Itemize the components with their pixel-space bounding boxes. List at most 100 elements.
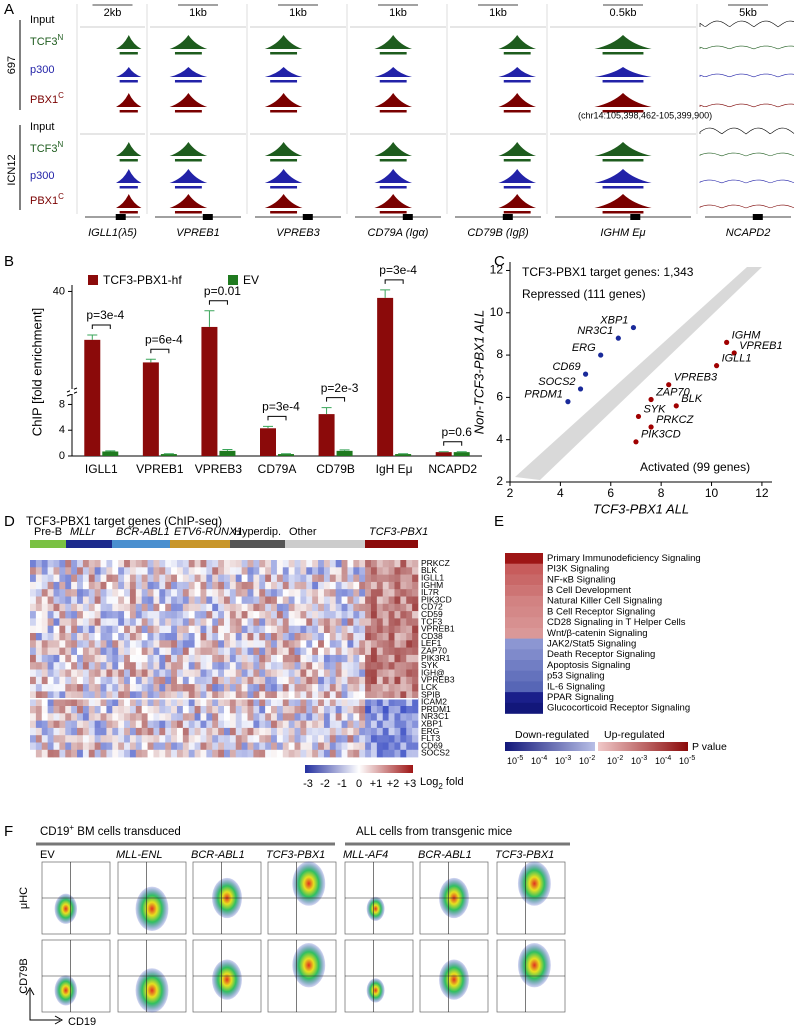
track-noise (699, 73, 795, 78)
heatmap-cell (347, 669, 354, 678)
heatmap-cell (188, 676, 195, 685)
heatmap-cell (406, 676, 413, 685)
heatmap-cell (176, 742, 184, 751)
heatmap-cell (176, 560, 184, 568)
heatmap-cell (153, 618, 160, 626)
heatmap-cell (94, 603, 101, 612)
heatmap-cell (235, 603, 242, 612)
heatmap-cell (335, 574, 342, 583)
heatmap-cell (159, 727, 166, 736)
heatmap-cell (323, 698, 331, 707)
heatmap-cell (194, 567, 201, 575)
heatmap-cell (129, 698, 137, 707)
y-tick-label: 4 (496, 432, 503, 446)
heatmap-cell (229, 749, 237, 758)
heatmap-cell (306, 596, 313, 605)
gene-label: SYK (421, 660, 438, 670)
heatmap-cell (382, 662, 389, 670)
heatmap-cell (300, 640, 307, 648)
heatmap-cell (124, 640, 131, 648)
heatmap-cell (235, 698, 242, 707)
heatmap-cell (370, 698, 378, 707)
heatmap-cell (206, 720, 213, 729)
heatmap-cell (47, 596, 54, 605)
heatmap-cell (206, 662, 213, 670)
heatmap-cell (347, 735, 354, 743)
heatmap-cell (335, 618, 342, 626)
heatmap-cell (200, 567, 207, 575)
heatmap-cell (353, 662, 360, 670)
heatmap-cell (335, 625, 342, 634)
heatmap-cell (59, 727, 66, 736)
heatmap-cell (370, 581, 378, 590)
heatmap-cell (347, 611, 354, 619)
heatmap-cell (147, 640, 154, 648)
heatmap-cell (30, 618, 37, 626)
heatmap-cell (306, 625, 313, 634)
heatmap-cell (41, 574, 48, 583)
scale-tick: 10-2 (579, 755, 595, 766)
heading: CD19+ BM cells transduced (40, 823, 181, 838)
heatmap-cell (71, 574, 78, 583)
heatmap-cell (106, 691, 113, 699)
flow-scatter (292, 861, 326, 906)
flow-scatter (54, 893, 78, 924)
heatmap-cell (265, 581, 272, 590)
heatmap-cell (182, 669, 190, 678)
x-tick-label: 8 (658, 486, 665, 500)
heatmap-cell (94, 698, 101, 707)
heatmap-cell (341, 706, 348, 714)
heatmap-cell (300, 706, 307, 714)
peak-call (174, 159, 202, 162)
heatmap-cell (412, 581, 419, 590)
heatmap-cell (82, 611, 90, 619)
gene-label: CD59 (421, 609, 443, 619)
heatmap-cell (165, 625, 172, 634)
heatmap-cell (341, 669, 348, 678)
heatmap-cell (141, 698, 148, 707)
heatmap-cell (165, 706, 172, 714)
gene-label: VPREB3 (421, 675, 455, 685)
heatmap-cell (306, 581, 313, 590)
heatmap-cell (153, 735, 160, 743)
heatmap-cell (312, 698, 319, 707)
heatmap-cell (300, 647, 307, 656)
scale-tick: 10-4 (531, 755, 547, 766)
peak-call (602, 80, 644, 83)
track-peak (350, 169, 446, 183)
heatmap-cell (53, 574, 60, 583)
heatmap-cell (112, 706, 119, 714)
heatmap-cell (353, 706, 360, 714)
heatmap-cell (388, 662, 395, 670)
flow-scatter (366, 896, 385, 921)
heatmap-cell (365, 654, 372, 663)
heatmap-cell (224, 713, 231, 721)
heatmap-cell (353, 735, 360, 743)
heatmap-cell (406, 625, 413, 634)
heatmap-cell (71, 603, 78, 612)
heatmap-cell (312, 611, 319, 619)
heatmap-cell (171, 698, 178, 707)
heatmap-cell (112, 749, 119, 758)
heatmap-cell (247, 735, 254, 743)
heatmap-cell (82, 640, 90, 648)
point (577, 386, 584, 392)
heatmap-cell (147, 633, 154, 641)
heatmap-cell (100, 618, 107, 626)
track-noise (699, 103, 795, 108)
heatmap-cell (106, 589, 113, 597)
heatmap-cell (30, 735, 37, 743)
heatmap-cell (141, 669, 148, 678)
heatmap-cell (182, 640, 190, 648)
heatmap-cell (376, 640, 384, 648)
heatmap-cell (141, 640, 148, 648)
heatmap-cell (370, 596, 378, 605)
heatmap-cell (388, 574, 395, 583)
track-peak (550, 194, 696, 208)
heatmap-cell (71, 720, 78, 729)
heatmap-cell (318, 567, 325, 575)
heatmap-cell (288, 633, 295, 641)
column-label: TCF3-PBX1 (495, 849, 554, 861)
heatmap-cell (135, 684, 142, 692)
heatmap-cell (124, 611, 131, 619)
